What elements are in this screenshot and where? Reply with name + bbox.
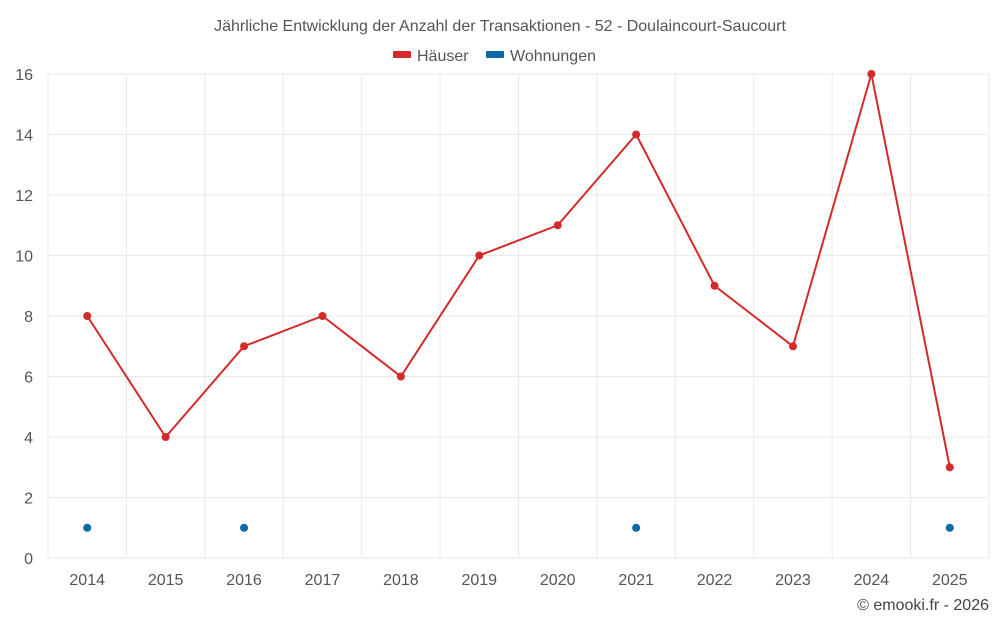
y-tick-label: 8 [24, 309, 33, 326]
x-tick-label: 2025 [932, 572, 968, 589]
x-tick-label: 2018 [383, 572, 419, 589]
y-tick-label: 6 [24, 370, 33, 387]
data-point-1-2016[interactable] [240, 523, 249, 532]
data-point-0-2016[interactable] [240, 342, 249, 351]
legend-item-wohnungen[interactable]: Wohnungen [486, 48, 596, 65]
data-point-0-2025[interactable] [945, 463, 954, 472]
x-tick-label: 2016 [226, 572, 262, 589]
legend-item-haeuser[interactable]: Häuser [393, 48, 469, 65]
x-tick-label: 2022 [697, 572, 733, 589]
legend-label-wohnungen: Wohnungen [510, 48, 596, 65]
y-tick-label: 0 [24, 551, 33, 568]
y-tick-label: 14 [15, 128, 33, 145]
x-axis: 2014 2015 2016 2017 2018 2019 2020 2021 2022 2023… [69, 572, 967, 589]
y-tick-label: 10 [15, 249, 33, 266]
x-tick-label: 2017 [305, 572, 341, 589]
data-point-0-2021[interactable] [632, 130, 641, 139]
x-tick-label: 2020 [540, 572, 576, 589]
data-point-0-2018[interactable] [396, 372, 405, 381]
legend-swatch-haeuser [393, 51, 411, 58]
x-tick-label: 2014 [69, 572, 105, 589]
y-axis: 0 2 4 6 8 10 12 14 16 [15, 67, 33, 568]
data-point-1-2025[interactable] [945, 523, 954, 532]
data-point-0-2020[interactable] [553, 221, 562, 230]
y-tick-label: 12 [15, 188, 33, 205]
data-point-0-2015[interactable] [161, 433, 170, 441]
x-tick-label: 2015 [148, 572, 184, 589]
series-layer [83, 70, 954, 532]
legend: Häuser Wohnungen [393, 48, 596, 65]
chart-title: Jährliche Entwicklung der Anzahl der Tra… [214, 18, 786, 35]
data-point-0-2017[interactable] [318, 312, 327, 320]
x-tick-label: 2024 [854, 572, 890, 589]
series-line-0 [86, 73, 951, 468]
data-point-0-2023[interactable] [788, 342, 797, 351]
y-tick-label: 16 [15, 67, 33, 84]
data-point-1-2021[interactable] [632, 523, 641, 532]
legend-swatch-wohnungen [486, 51, 504, 58]
x-tick-label: 2023 [775, 572, 811, 589]
data-point-0-2024[interactable] [867, 70, 876, 78]
x-tick-label: 2021 [618, 572, 654, 589]
grid [47, 73, 990, 559]
y-tick-label: 4 [24, 430, 33, 447]
data-point-0-2014[interactable] [83, 312, 92, 320]
x-tick-label: 2019 [461, 572, 497, 589]
credit-text: © emooki.fr - 2026 [857, 597, 989, 614]
data-point-1-2014[interactable] [83, 523, 92, 532]
data-point-0-2019[interactable] [475, 251, 484, 260]
y-tick-label: 2 [24, 491, 33, 508]
data-point-0-2022[interactable] [710, 281, 719, 290]
legend-label-haeuser: Häuser [417, 48, 469, 65]
